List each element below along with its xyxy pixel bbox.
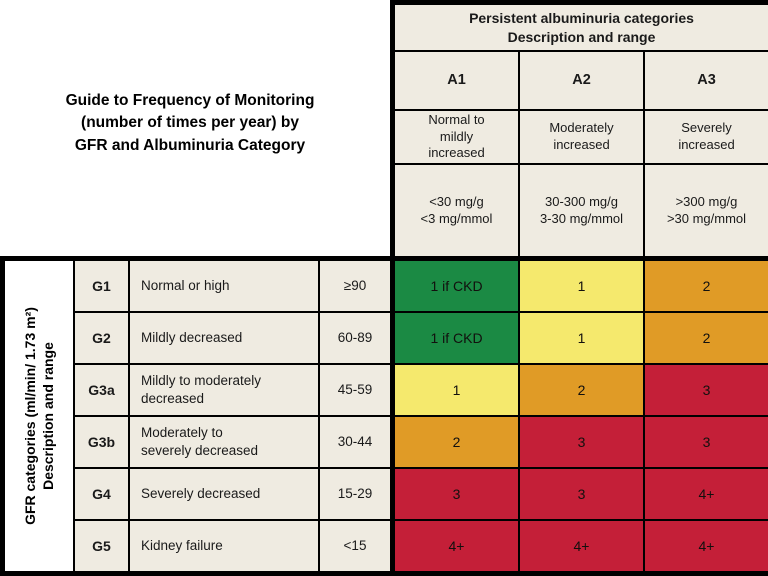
grid-cell-g4-a3: 4+ [645, 469, 768, 519]
gfr-range-g1: ≥90 [320, 261, 390, 311]
gfr-range-g3b: 30-44 [320, 417, 390, 467]
grid-cell-g3a-a1: 1 [395, 365, 518, 415]
albuminuria-header-table: Persistent albuminuria categories Descri… [390, 0, 768, 256]
albuminuria-description-a2: Moderately increased [520, 111, 643, 163]
figure-title: Guide to Frequency of Monitoring (number… [65, 92, 315, 154]
gfr-range-g3a: 45-59 [320, 365, 390, 415]
grid-cell-g5-a3: 4+ [645, 521, 768, 571]
gfr-description-g4: Severely decreased [130, 469, 318, 519]
albuminuria-description-a3: Severely increased [645, 111, 768, 163]
grid-cell-g3b-a1: 2 [395, 417, 518, 467]
grid-cell-g3a-a3: 3 [645, 365, 768, 415]
gfr-table: GFR categories (ml/min/ 1.73 m²) Descrip… [0, 256, 390, 576]
albuminuria-range-a3: >300 mg/g >30 mg/mmol [645, 165, 768, 256]
grid-cell-g2-a1: 1 if CKD [395, 313, 518, 363]
grid-cell-g4-a1: 3 [395, 469, 518, 519]
albuminuria-code-a1: A1 [395, 52, 518, 109]
gfr-axis-label: GFR categories (ml/min/ 1.73 m²) Descrip… [21, 307, 56, 525]
grid-cell-g1-a3: 2 [645, 261, 768, 311]
albuminuria-range-a1: <30 mg/g <3 mg/mmol [395, 165, 518, 256]
gfr-description-g1: Normal or high [130, 261, 318, 311]
gfr-description-g5: Kidney failure [130, 521, 318, 571]
grid-cell-g2-a2: 1 [520, 313, 643, 363]
gfr-code-g1: G1 [75, 261, 128, 311]
gfr-code-g4: G4 [75, 469, 128, 519]
grid-cell-g1-a1: 1 if CKD [395, 261, 518, 311]
gfr-code-g2: G2 [75, 313, 128, 363]
gfr-code-g5: G5 [75, 521, 128, 571]
gfr-description-g3a: Mildly to moderately decreased [130, 365, 318, 415]
gfr-description-g3b: Moderately to severely decreased [130, 417, 318, 467]
grid-cell-g3b-a2: 3 [520, 417, 643, 467]
gfr-code-g3a: G3a [75, 365, 128, 415]
grid-cell-g4-a2: 3 [520, 469, 643, 519]
albuminuria-description-a1: Normal to mildly increased [395, 111, 518, 163]
monitoring-frequency-grid: 1 if CKD 1 2 1 if CKD 1 2 1 2 3 2 3 3 3 … [390, 256, 768, 576]
albuminuria-range-a2: 30-300 mg/g 3-30 mg/mmol [520, 165, 643, 256]
gfr-code-g3b: G3b [75, 417, 128, 467]
gfr-range-g5: <15 [320, 521, 390, 571]
gfr-range-g4: 15-29 [320, 469, 390, 519]
grid-cell-g3b-a3: 3 [645, 417, 768, 467]
albuminuria-code-a3: A3 [645, 52, 768, 109]
gfr-range-g2: 60-89 [320, 313, 390, 363]
grid-cell-g5-a1: 4+ [395, 521, 518, 571]
albuminuria-code-a2: A2 [520, 52, 643, 109]
grid-cell-g1-a2: 1 [520, 261, 643, 311]
albuminuria-table-header: Persistent albuminuria categories Descri… [395, 5, 768, 50]
gfr-description-g2: Mildly decreased [130, 313, 318, 363]
grid-cell-g3a-a2: 2 [520, 365, 643, 415]
gfr-axis-label-cell: GFR categories (ml/min/ 1.73 m²) Descrip… [5, 261, 73, 571]
grid-cell-g2-a3: 2 [645, 313, 768, 363]
grid-cell-g5-a2: 4+ [520, 521, 643, 571]
